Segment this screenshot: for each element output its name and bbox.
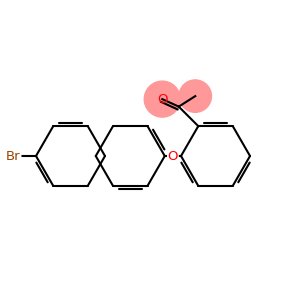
Circle shape — [179, 80, 212, 112]
Text: O: O — [168, 149, 178, 163]
Circle shape — [144, 81, 180, 117]
Text: O: O — [157, 93, 167, 106]
Text: Br: Br — [6, 149, 21, 163]
